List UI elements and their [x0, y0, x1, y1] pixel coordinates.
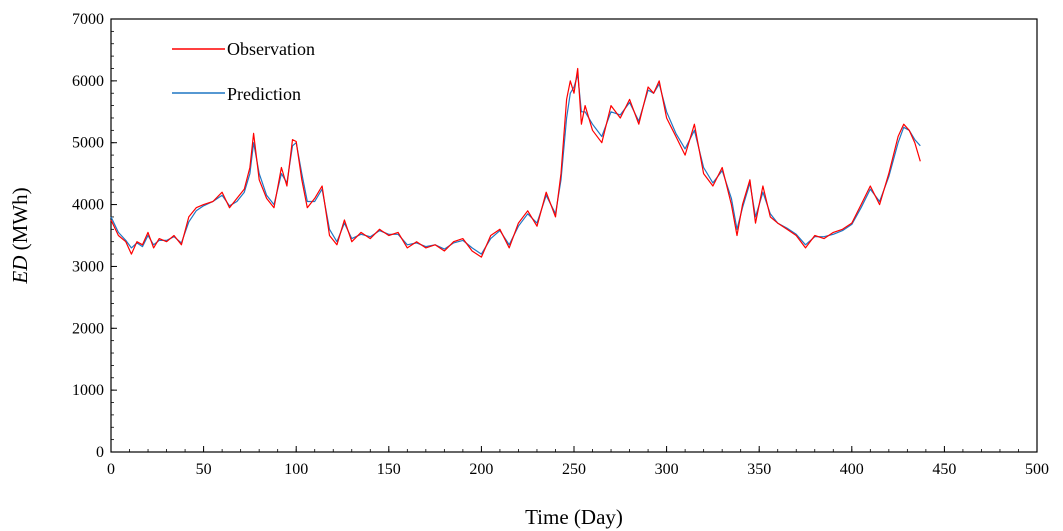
- x-tick-label: 50: [196, 461, 212, 478]
- y-axis-title: ED (MWh): [8, 187, 32, 284]
- x-tick-label: 250: [562, 461, 586, 478]
- series-line-prediction: [110, 74, 921, 255]
- legend-label-observation: Observation: [227, 39, 315, 59]
- y-tick-label: 6000: [72, 73, 104, 90]
- x-tick-label: 0: [107, 461, 115, 478]
- y-tick-label: 3000: [72, 258, 104, 275]
- y-tick-label: 0: [96, 444, 104, 461]
- x-tick-label: 100: [284, 461, 308, 478]
- x-tick-label: 150: [377, 461, 401, 478]
- series-layer: [110, 67, 921, 258]
- series-line-observation: [110, 67, 921, 258]
- y-tick-label: 4000: [72, 197, 104, 214]
- y-axis: 0 1000 2000 3000 4000 5000 6000 7000: [72, 11, 117, 461]
- y-tick-label: 7000: [72, 11, 104, 28]
- y-axis-title-italic: ED: [8, 256, 32, 285]
- legend-label-prediction: Prediction: [227, 84, 301, 104]
- x-tick-label: 350: [747, 461, 771, 478]
- x-tick-label: 450: [932, 461, 956, 478]
- x-axis-title: Time (Day): [525, 505, 623, 529]
- y-tick-label: 5000: [72, 135, 104, 152]
- x-tick-label: 200: [469, 461, 493, 478]
- x-tick-label: 500: [1025, 461, 1049, 478]
- y-tick-label: 2000: [72, 320, 104, 337]
- x-axis: 0 50 100 150 200 250 300 350 400 450 500: [107, 446, 1049, 478]
- legend: Observation Prediction: [172, 39, 315, 104]
- minor-ticks: [110, 18, 1038, 453]
- y-tick-label: 1000: [72, 382, 104, 399]
- x-tick-label: 400: [840, 461, 864, 478]
- y-axis-title-unit: (MWh): [8, 187, 32, 255]
- x-tick-label: 300: [655, 461, 679, 478]
